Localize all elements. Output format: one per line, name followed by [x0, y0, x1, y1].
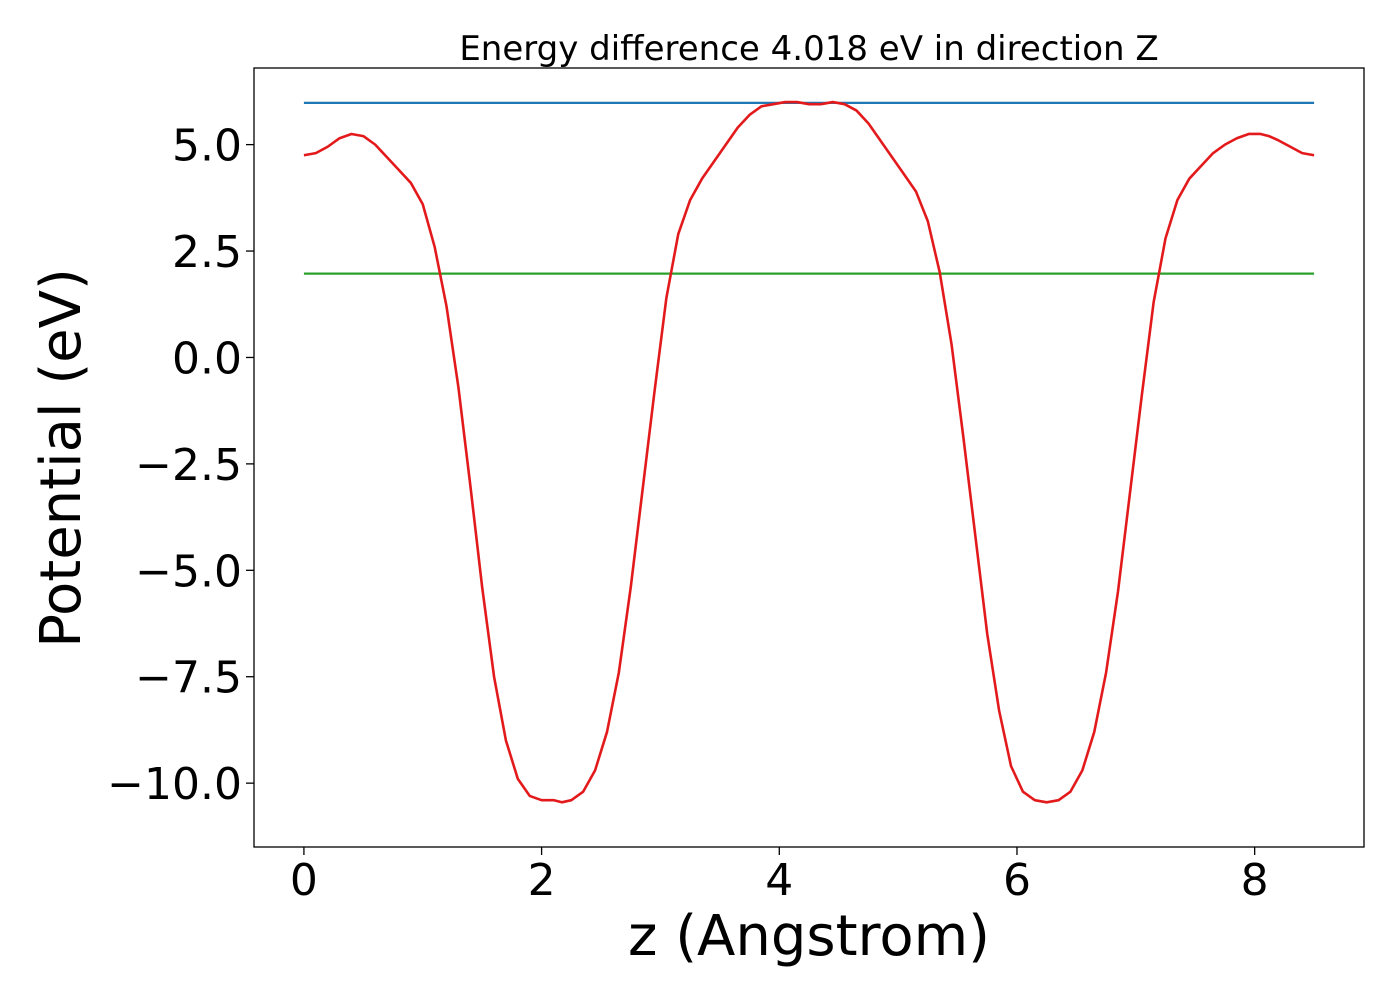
x-tick-label: 0 [290, 855, 318, 906]
x-tick-label: 6 [1003, 855, 1031, 906]
plot-area [253, 67, 1365, 848]
y-tick-label: −10.0 [107, 759, 242, 810]
series-line-potential [303, 100, 1315, 804]
chart-title: Energy difference 4.018 eV in direction … [459, 29, 1158, 69]
y-tick-label: 0.0 [172, 333, 242, 384]
x-tick-label: 2 [528, 855, 556, 906]
y-axis-label: Potential (eV) [29, 268, 94, 648]
x-tick-label: 8 [1241, 855, 1269, 906]
y-tick-label: −2.5 [135, 440, 242, 491]
y-tick-label: 2.5 [172, 227, 242, 278]
y-tick-label: −7.5 [135, 653, 242, 704]
x-axis: 0 2 4 6 8 [290, 847, 1269, 906]
plot-frame [253, 67, 1365, 848]
y-tick-label: −5.0 [135, 546, 242, 597]
x-axis-label: z (Angstrom) [628, 904, 990, 969]
y-tick-label: 5.0 [172, 121, 242, 172]
y-axis: 5.0 2.5 0.0 −2.5 −5.0 −7.5 −10.0 [107, 121, 254, 810]
x-tick-label: 4 [765, 855, 793, 906]
